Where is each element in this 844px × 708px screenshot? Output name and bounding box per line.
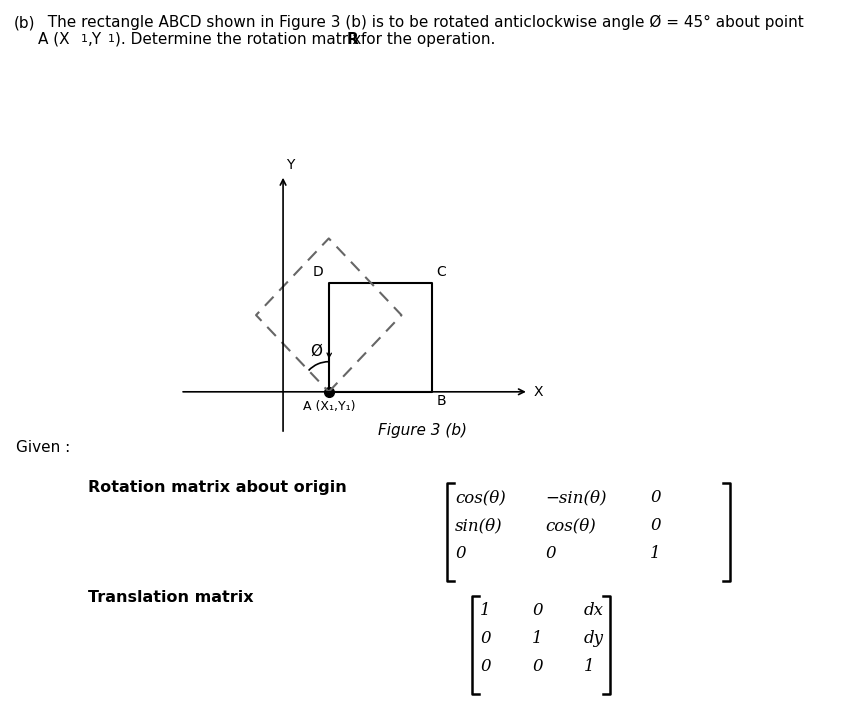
Text: Figure 3 (b): Figure 3 (b) bbox=[377, 423, 467, 438]
Text: 0: 0 bbox=[545, 545, 555, 562]
Text: (b): (b) bbox=[14, 15, 35, 30]
Text: ,Y: ,Y bbox=[88, 32, 102, 47]
Text: sin(θ): sin(θ) bbox=[455, 517, 503, 534]
Text: 0: 0 bbox=[532, 602, 543, 619]
Text: −sin(θ): −sin(θ) bbox=[545, 489, 607, 506]
Text: 1: 1 bbox=[532, 630, 543, 647]
Text: Given :: Given : bbox=[16, 440, 70, 455]
Text: cos(θ): cos(θ) bbox=[455, 489, 506, 506]
Text: 0: 0 bbox=[455, 545, 466, 562]
Text: 0: 0 bbox=[650, 517, 661, 534]
Text: D: D bbox=[312, 265, 323, 278]
Text: A (X₁,Y₁): A (X₁,Y₁) bbox=[302, 400, 355, 413]
Text: ). Determine the rotation matrix: ). Determine the rotation matrix bbox=[115, 32, 366, 47]
Text: Ø: Ø bbox=[311, 344, 322, 359]
Text: Translation matrix: Translation matrix bbox=[88, 590, 254, 605]
Text: 1: 1 bbox=[480, 602, 490, 619]
Text: 0: 0 bbox=[480, 630, 490, 647]
Text: dy: dy bbox=[584, 630, 604, 647]
Text: cos(θ): cos(θ) bbox=[545, 517, 596, 534]
Text: B: B bbox=[436, 394, 446, 409]
Text: 1: 1 bbox=[650, 545, 661, 562]
Text: The rectangle ABCD shown in Figure 3 (b) is to be rotated anticlockwise angle Ø : The rectangle ABCD shown in Figure 3 (b)… bbox=[38, 15, 803, 30]
Text: X: X bbox=[533, 385, 543, 399]
Text: R: R bbox=[347, 32, 359, 47]
Text: A (X: A (X bbox=[38, 32, 69, 47]
Text: dx: dx bbox=[584, 602, 604, 619]
Text: 1: 1 bbox=[108, 34, 115, 44]
Text: 0: 0 bbox=[532, 658, 543, 675]
Text: 0: 0 bbox=[650, 489, 661, 506]
Text: Y: Y bbox=[286, 158, 295, 172]
Text: 0: 0 bbox=[480, 658, 490, 675]
Text: C: C bbox=[436, 265, 446, 278]
Text: for the operation.: for the operation. bbox=[356, 32, 495, 47]
Text: 1: 1 bbox=[584, 658, 595, 675]
Text: 1: 1 bbox=[81, 34, 88, 44]
Text: Rotation matrix about origin: Rotation matrix about origin bbox=[88, 480, 347, 495]
